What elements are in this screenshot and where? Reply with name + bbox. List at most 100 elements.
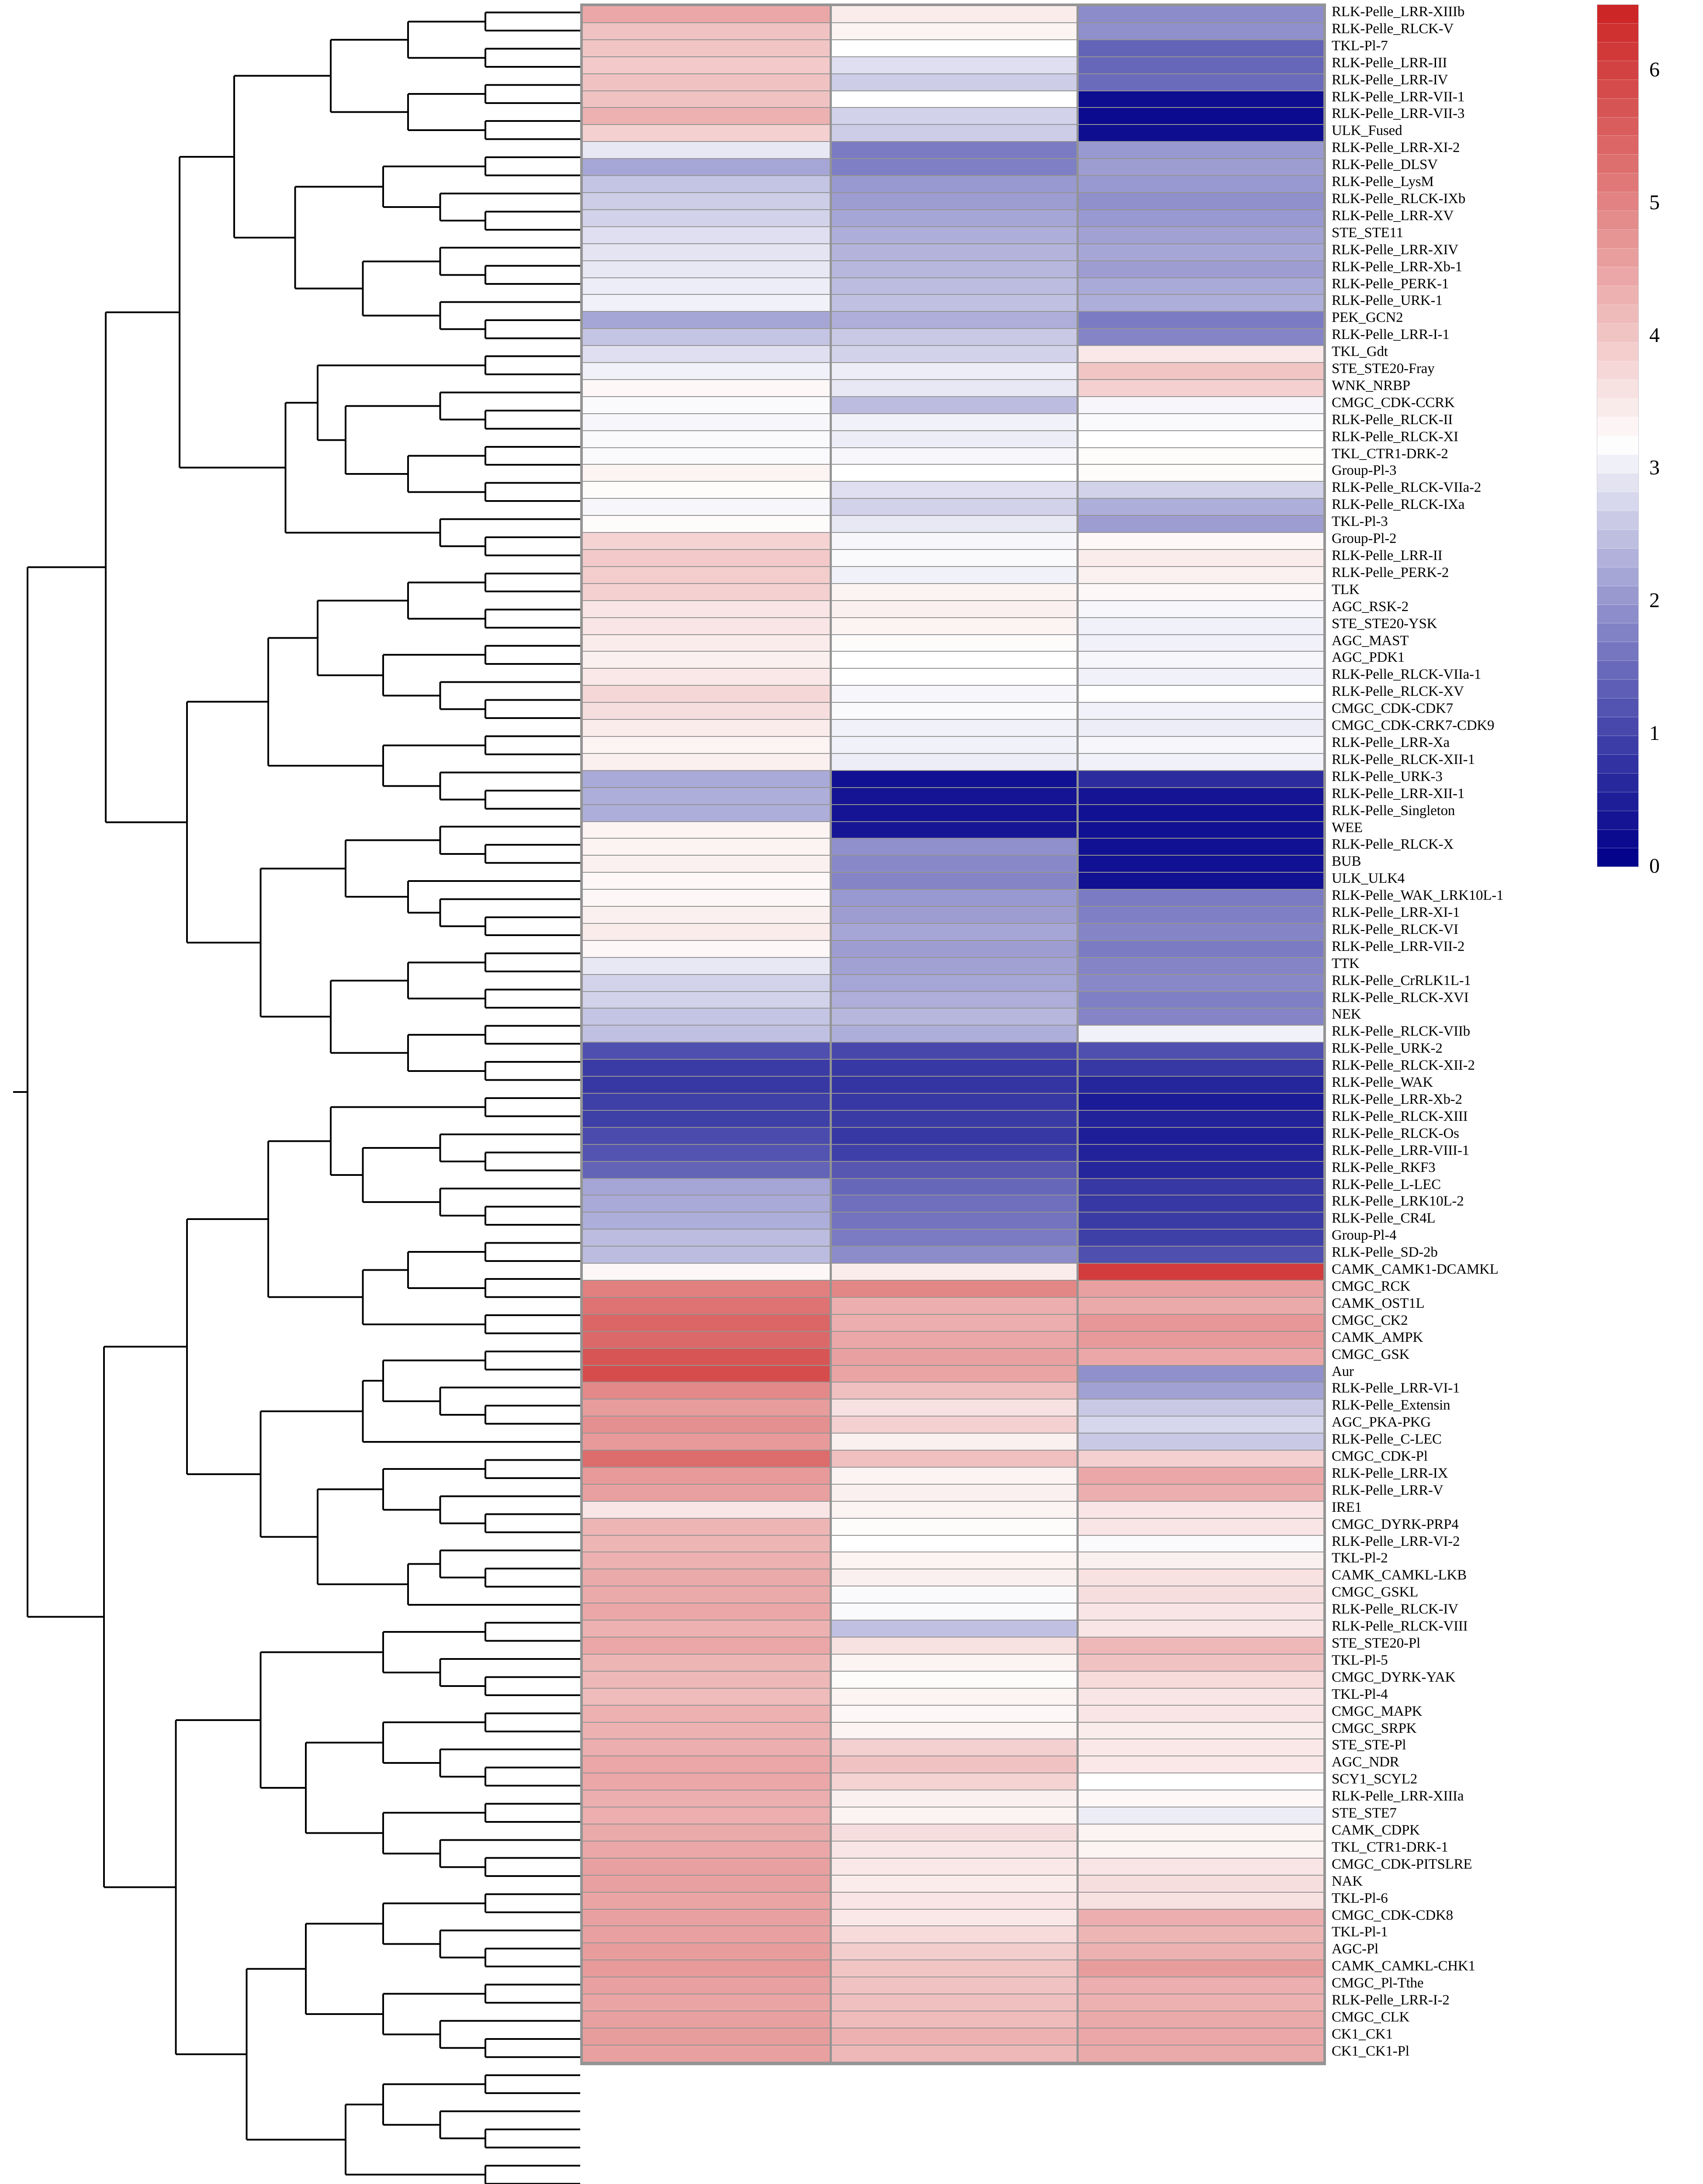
heatmap-cell[interactable]: [583, 57, 830, 74]
heatmap-cell[interactable]: [830, 1264, 1076, 1281]
heatmap-cell[interactable]: [830, 567, 1076, 584]
heatmap-cell[interactable]: [830, 720, 1076, 737]
heatmap-cell[interactable]: [830, 1213, 1076, 1230]
heatmap-cell[interactable]: [583, 295, 830, 312]
heatmap-cell[interactable]: [1076, 482, 1323, 499]
heatmap-cell[interactable]: [1076, 822, 1323, 839]
heatmap-cell[interactable]: [830, 1943, 1076, 1961]
heatmap-cell[interactable]: [830, 1722, 1076, 1740]
heatmap-cell[interactable]: [583, 1110, 830, 1128]
heatmap-cell[interactable]: [583, 567, 830, 584]
heatmap-cell[interactable]: [830, 108, 1076, 125]
heatmap-cell[interactable]: [1076, 839, 1323, 856]
heatmap-cell[interactable]: [1076, 380, 1323, 397]
heatmap-cell[interactable]: [830, 1077, 1076, 1094]
heatmap-cell[interactable]: [583, 805, 830, 822]
heatmap-cell[interactable]: [1076, 1451, 1323, 1468]
heatmap-cell[interactable]: [830, 244, 1076, 261]
heatmap-cell[interactable]: [1076, 1960, 1323, 1978]
heatmap-cell[interactable]: [583, 1417, 830, 1434]
heatmap-cell[interactable]: [1076, 1417, 1323, 1434]
heatmap-cell[interactable]: [583, 482, 830, 499]
heatmap-cell[interactable]: [1076, 329, 1323, 346]
heatmap-cell[interactable]: [583, 363, 830, 380]
heatmap-cell[interactable]: [1076, 244, 1323, 261]
heatmap-cell[interactable]: [1076, 295, 1323, 312]
heatmap-cell[interactable]: [583, 1009, 830, 1026]
heatmap-cell[interactable]: [1076, 346, 1323, 363]
heatmap-cell[interactable]: [1076, 1331, 1323, 1349]
heatmap-cell[interactable]: [830, 1400, 1076, 1417]
heatmap-cell[interactable]: [830, 1621, 1076, 1638]
heatmap-cell[interactable]: [1076, 1247, 1323, 1264]
heatmap-cell[interactable]: [583, 1518, 830, 1536]
heatmap-cell[interactable]: [1076, 635, 1323, 652]
heatmap-cell[interactable]: [1076, 686, 1323, 703]
heatmap-cell[interactable]: [830, 669, 1076, 686]
heatmap-cell[interactable]: [1076, 1213, 1323, 1230]
heatmap-cell[interactable]: [583, 2011, 830, 2028]
heatmap-cell[interactable]: [830, 1417, 1076, 1434]
heatmap-cell[interactable]: [830, 1331, 1076, 1349]
heatmap-cell[interactable]: [1076, 1926, 1323, 1944]
heatmap-cell[interactable]: [583, 329, 830, 346]
heatmap-cell[interactable]: [583, 1382, 830, 1400]
heatmap-cell[interactable]: [830, 1009, 1076, 1026]
heatmap-cell[interactable]: [1076, 567, 1323, 584]
heatmap-cell[interactable]: [830, 227, 1076, 244]
heatmap-cell[interactable]: [1076, 1824, 1323, 1842]
heatmap-cell[interactable]: [583, 669, 830, 686]
heatmap-cell[interactable]: [830, 703, 1076, 720]
heatmap-cell[interactable]: [830, 1144, 1076, 1162]
heatmap-cell[interactable]: [830, 1178, 1076, 1196]
heatmap-cell[interactable]: [583, 1196, 830, 1213]
heatmap-cell[interactable]: [830, 397, 1076, 414]
heatmap-cell[interactable]: [583, 1127, 830, 1145]
heatmap-cell[interactable]: [1076, 1178, 1323, 1196]
heatmap-cell[interactable]: [1076, 1773, 1323, 1791]
heatmap-cell[interactable]: [583, 176, 830, 193]
heatmap-cell[interactable]: [1076, 1943, 1323, 1961]
heatmap-cell[interactable]: [830, 873, 1076, 890]
heatmap-cell[interactable]: [830, 822, 1076, 839]
heatmap-cell[interactable]: [1076, 992, 1323, 1009]
heatmap-cell[interactable]: [830, 210, 1076, 227]
heatmap-cell[interactable]: [830, 618, 1076, 635]
heatmap-cell[interactable]: [583, 788, 830, 805]
heatmap-cell[interactable]: [1076, 1807, 1323, 1825]
heatmap-cell[interactable]: [583, 550, 830, 567]
heatmap-cell[interactable]: [1076, 363, 1323, 380]
heatmap-cell[interactable]: [830, 1875, 1076, 1893]
heatmap-cell[interactable]: [1076, 2028, 1323, 2046]
heatmap-cell[interactable]: [583, 736, 830, 754]
heatmap-cell[interactable]: [583, 1247, 830, 1264]
heatmap-cell[interactable]: [1076, 1875, 1323, 1893]
heatmap-cell[interactable]: [830, 957, 1076, 975]
heatmap-cell[interactable]: [830, 1603, 1076, 1621]
heatmap-cell[interactable]: [1076, 227, 1323, 244]
heatmap-cell[interactable]: [830, 1501, 1076, 1519]
heatmap-cell[interactable]: [583, 1892, 830, 1910]
heatmap-cell[interactable]: [583, 210, 830, 227]
heatmap-cell[interactable]: [583, 227, 830, 244]
heatmap-cell[interactable]: [1076, 176, 1323, 193]
heatmap-cell[interactable]: [583, 431, 830, 448]
heatmap-cell[interactable]: [830, 992, 1076, 1009]
heatmap-cell[interactable]: [830, 533, 1076, 550]
heatmap-cell[interactable]: [830, 736, 1076, 754]
heatmap-cell[interactable]: [1076, 1892, 1323, 1910]
heatmap-cell[interactable]: [583, 312, 830, 329]
heatmap-cell[interactable]: [830, 1043, 1076, 1060]
heatmap-cell[interactable]: [583, 1722, 830, 1740]
heatmap-cell[interactable]: [583, 1331, 830, 1349]
heatmap-cell[interactable]: [1076, 6, 1323, 23]
heatmap-cell[interactable]: [583, 23, 830, 40]
heatmap-cell[interactable]: [830, 1382, 1076, 1400]
heatmap-cell[interactable]: [830, 329, 1076, 346]
heatmap-cell[interactable]: [1076, 1026, 1323, 1043]
heatmap-cell[interactable]: [1076, 873, 1323, 890]
heatmap-cell[interactable]: [583, 533, 830, 550]
heatmap-cell[interactable]: [583, 499, 830, 516]
heatmap-cell[interactable]: [1076, 1264, 1323, 1281]
heatmap-cell[interactable]: [1076, 1977, 1323, 1995]
